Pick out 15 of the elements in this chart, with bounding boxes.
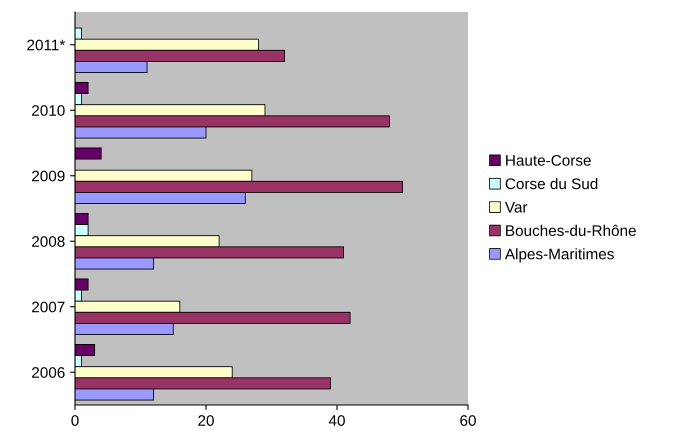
x-tick-label: 60 <box>460 415 476 426</box>
legend-label: Var <box>504 202 528 213</box>
y-tick-label: 2011* <box>27 40 66 50</box>
x-tick-label: 40 <box>328 415 345 426</box>
y-tick-label: 2007 <box>32 302 65 312</box>
y-tick-label: 2006 <box>32 367 65 378</box>
y-tick-label: 2008 <box>32 236 65 247</box>
legend-label: Alpes-Maritimes <box>504 248 614 262</box>
legend-label: Corse du Sud <box>506 178 598 190</box>
x-tick-label: 0 <box>71 415 79 426</box>
legend-label: Haute-Corse <box>506 154 591 166</box>
y-tick-label: 2009 <box>32 170 65 182</box>
legend-label: Bouches-du-Rhône <box>506 224 636 236</box>
x-tick-label: 20 <box>198 415 214 426</box>
y-tick-label: 2010 <box>32 105 65 116</box>
